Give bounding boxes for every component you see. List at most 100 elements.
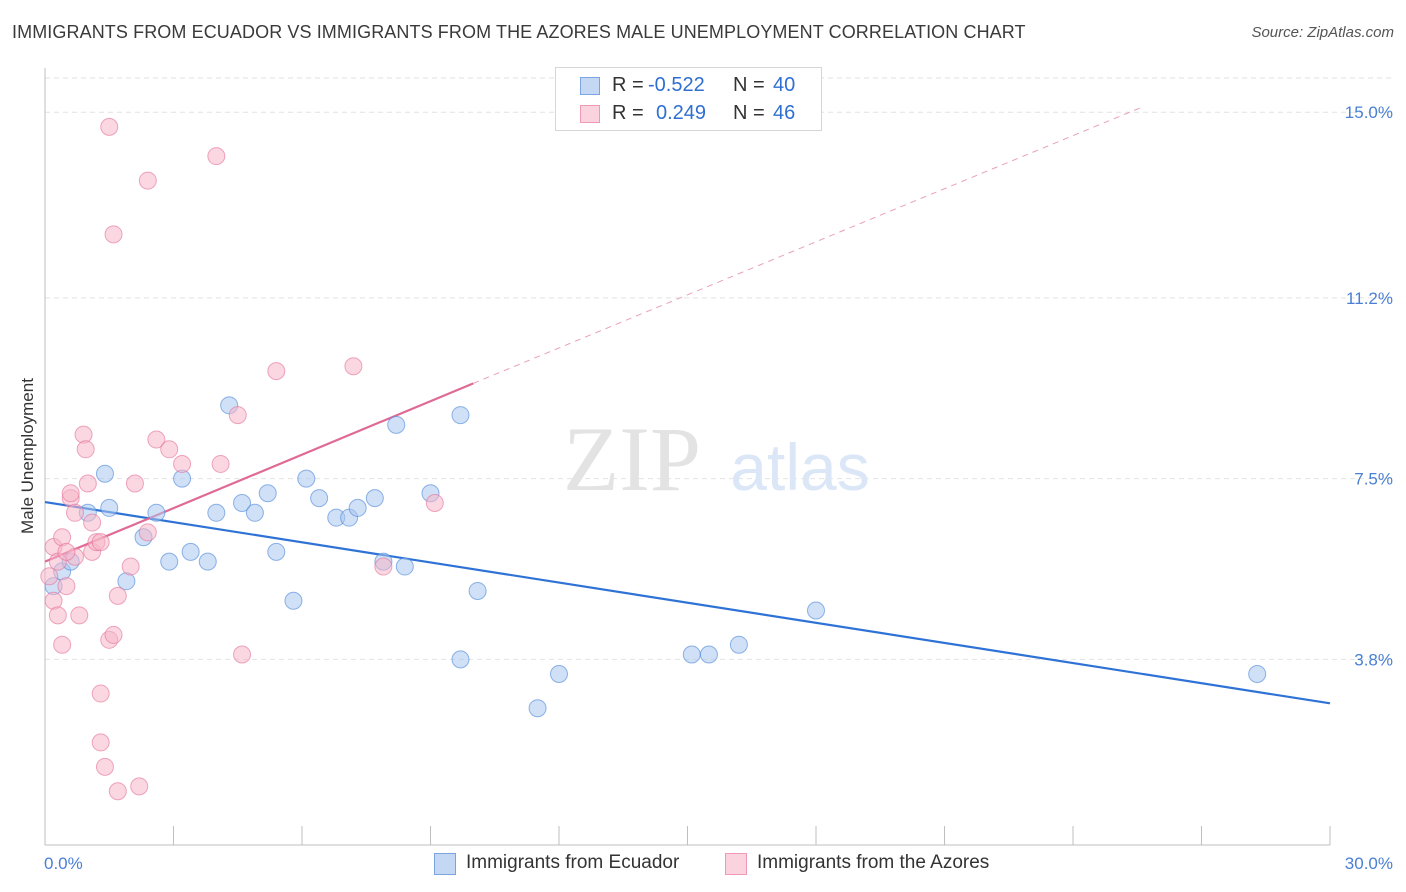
azores-swatch: [725, 853, 747, 875]
legend-label: Immigrants from the Azores: [757, 852, 990, 873]
correlation-legend: R = -0.522 N = 40 R = 0.249 N = 46: [555, 67, 822, 131]
ecuador-point: [528, 699, 547, 718]
ecuador-point: [387, 415, 406, 434]
axes: [44, 68, 1331, 846]
azores-point: [374, 557, 393, 576]
azores-point: [61, 484, 80, 503]
azores-point: [228, 406, 247, 425]
ecuador-point: [451, 406, 470, 425]
watermark-atlas: atlas: [730, 430, 869, 504]
azores-point: [95, 757, 114, 776]
ecuador-point: [807, 601, 825, 620]
ecuador-swatch: [434, 853, 456, 875]
azores-swatch: [580, 105, 600, 123]
ecuador-point: [297, 469, 316, 488]
azores-point: [91, 733, 110, 752]
azores-point: [57, 577, 76, 596]
azores-point: [160, 440, 179, 459]
azores-point: [125, 474, 144, 493]
tick-labels: 3.8% 7.5% 11.2% 15.0% 0.0% 30.0%: [44, 103, 1393, 873]
azores-point: [91, 684, 110, 703]
y-tick-label: 15.0%: [1345, 103, 1393, 122]
azores-point: [233, 645, 252, 664]
x-tick-label: 0.0%: [44, 854, 83, 873]
azores-point: [121, 557, 140, 576]
trend-lines: [44, 106, 1331, 705]
ecuador-point: [147, 503, 166, 522]
legend-label: Immigrants from Ecuador: [466, 852, 680, 873]
n-label: N =: [733, 102, 765, 124]
ecuador-point: [395, 557, 414, 576]
ecuador-point: [284, 591, 303, 610]
azores-point: [53, 635, 72, 654]
r-value: 0.249: [656, 102, 707, 124]
r-label: R =: [612, 74, 644, 96]
ecuador-point: [699, 645, 718, 664]
chart-title: IMMIGRANTS FROM ECUADOR VS IMMIGRANTS FR…: [12, 22, 1026, 42]
azores-point: [173, 454, 192, 473]
azores-point: [104, 625, 123, 644]
azores-point: [207, 147, 226, 166]
azores-point: [267, 362, 286, 381]
ecuador-point: [160, 552, 179, 571]
azores-point: [65, 503, 84, 522]
ecuador-point: [95, 464, 114, 483]
y-tick-label: 7.5%: [1354, 470, 1393, 489]
r-value: -0.522: [648, 74, 705, 96]
azores-point: [57, 542, 76, 561]
ecuador-point: [267, 542, 286, 561]
azores-trend-extension: [473, 106, 1142, 384]
ecuador-point: [245, 503, 264, 522]
azores-point: [91, 533, 110, 552]
watermark-zip: ZIP: [563, 408, 701, 510]
ecuador-point: [207, 503, 226, 522]
r-label: R =: [612, 102, 644, 124]
y-tick-label: 3.8%: [1354, 650, 1393, 669]
ecuador-point: [1248, 665, 1267, 684]
ecuador-point: [348, 498, 367, 517]
n-value: 46: [773, 102, 796, 124]
azores-point: [48, 606, 67, 625]
azores-point: [76, 440, 95, 459]
ecuador-point: [198, 552, 217, 571]
ecuador-point: [729, 635, 748, 654]
ecuador-point: [100, 498, 119, 517]
azores-point: [70, 606, 89, 625]
azores-point: [211, 454, 230, 473]
source-label: Source: ZipAtlas.com: [1251, 24, 1394, 41]
ecuador-point: [365, 489, 384, 508]
azores-point: [108, 782, 127, 801]
y-tick-label: 11.2%: [1346, 289, 1393, 308]
azores-point: [100, 117, 119, 136]
azores-point: [138, 523, 157, 542]
azores-point: [147, 430, 166, 449]
ecuador-point: [682, 645, 701, 664]
azores-point: [130, 777, 149, 796]
watermark: ZIP atlas: [563, 408, 870, 510]
ecuador-point: [233, 494, 252, 513]
x-tick-label: 30.0%: [1345, 854, 1393, 873]
azores-point: [104, 225, 123, 244]
ecuador-point: [310, 489, 329, 508]
scatter-points: [40, 117, 1267, 801]
ecuador-point: [258, 484, 277, 503]
n-label: N =: [733, 74, 765, 96]
azores-point: [108, 586, 127, 605]
azores-point: [425, 494, 444, 513]
ecuador-swatch: [580, 77, 600, 95]
ecuador-point: [451, 650, 470, 669]
ecuador-point: [181, 542, 200, 561]
ecuador-point: [468, 581, 487, 600]
y-axis-label: Male Unemployment: [18, 378, 37, 534]
azores-point: [138, 171, 157, 190]
azores-point: [344, 357, 363, 376]
azores-point: [78, 474, 97, 493]
ecuador-point: [550, 665, 568, 684]
gridlines: [45, 77, 1392, 660]
azores-point: [40, 567, 59, 586]
n-value: 40: [773, 74, 796, 96]
azores-trend-line: [44, 382, 474, 563]
ecuador-trend-line: [44, 500, 1331, 705]
azores-point: [83, 513, 102, 532]
